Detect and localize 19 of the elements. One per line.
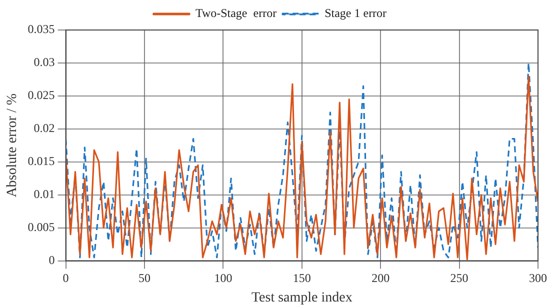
y-tick-label: 0.01: [34, 187, 55, 202]
y-tick-label: 0.035: [28, 22, 55, 36]
legend-label: Two-Stage error: [195, 6, 277, 20]
y-tick-label: 0: [48, 252, 55, 267]
x-tick-label: 100: [214, 271, 232, 286]
x-tick-label: 250: [450, 271, 468, 286]
y-tick-label: 0.005: [28, 220, 55, 234]
y-tick-label: 0.015: [28, 154, 55, 168]
y-tick-label: 0.02: [34, 121, 55, 136]
x-tick-label: 200: [372, 271, 390, 286]
x-tick-label: 300: [529, 271, 547, 286]
y-axis-title: Absolute error / %: [5, 93, 20, 198]
x-tick-label: 0: [62, 271, 69, 286]
x-tick-label: 50: [138, 271, 150, 286]
legend-label: Stage 1 error: [324, 6, 387, 20]
x-axis-title: Test sample index: [251, 290, 352, 306]
x-tick-label: 150: [292, 271, 311, 286]
y-tick-label: 0.03: [34, 55, 55, 70]
y-tick-label: 0.025: [28, 88, 55, 102]
